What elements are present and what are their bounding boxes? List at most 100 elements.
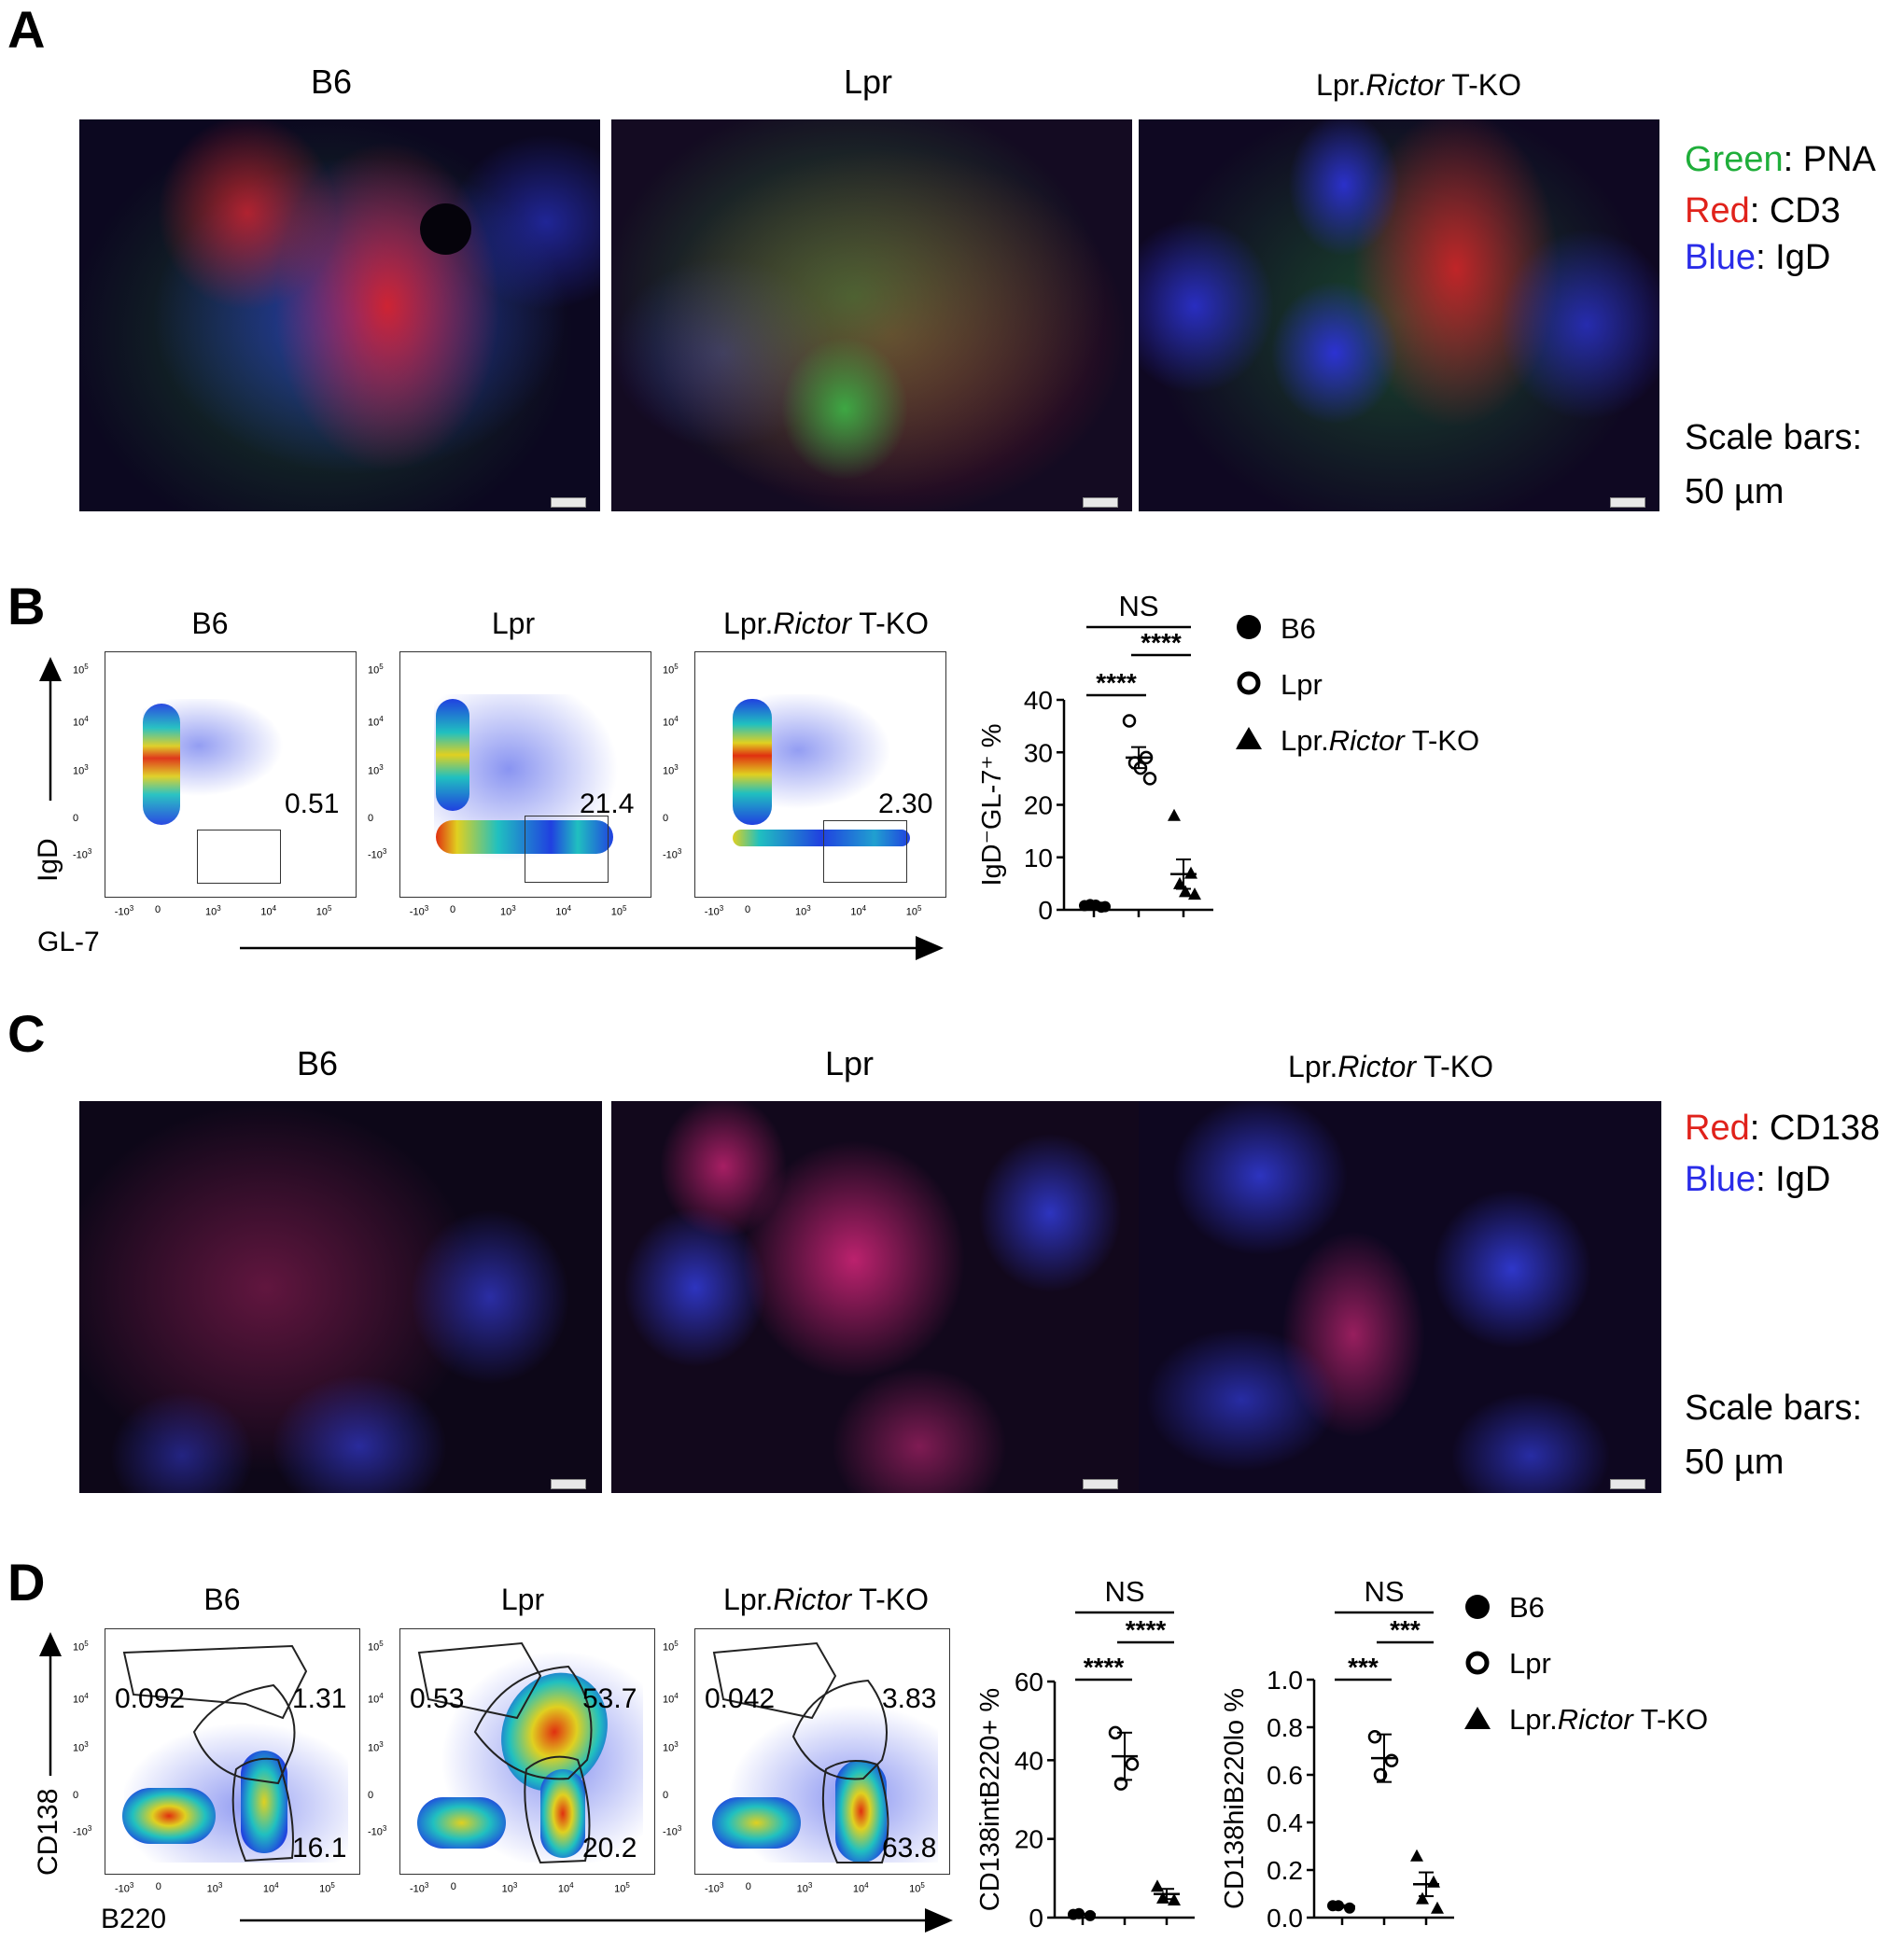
title-prefix: Lpr. [723, 607, 774, 640]
flow-plot-b-rictor: 2.30 [694, 651, 946, 898]
title-suffix: T-KO [1415, 1050, 1493, 1083]
flow-tick-x: 0 [450, 904, 456, 915]
gate-value: 21.4 [580, 789, 635, 819]
flow-tick-x: 0 [745, 1881, 751, 1892]
tick-exp: 5 [625, 1881, 630, 1890]
gate-value-top-right: 1.31 [292, 1683, 347, 1714]
legend-b6-marker [1465, 1595, 1490, 1619]
panel-b-title-rictor: Lpr.Rictor T-KO [686, 608, 966, 638]
flow-tick-y: 103 [73, 1740, 89, 1755]
flow-tick-x: 105 [905, 904, 922, 918]
flow-tick-x: -103 [704, 1881, 724, 1895]
y-tick-label: 0.0 [1267, 1904, 1303, 1933]
y-tick-label: 20 [1015, 1825, 1043, 1854]
micrograph-c-rictor [1139, 1101, 1661, 1493]
flow-tick-x: 103 [796, 1881, 813, 1895]
significance-label: NS [1104, 1575, 1144, 1608]
legend-rest: : CD138 [1749, 1109, 1881, 1148]
tick-exp: 4 [861, 904, 867, 913]
panel-c-title-b6: B6 [296, 1044, 339, 1082]
legend-a-green: Green: PNA [1685, 142, 1876, 177]
title-suffix: T-KO [1443, 68, 1521, 102]
flow-tick-y: -103 [73, 1824, 92, 1838]
title-prefix: Lpr. [1281, 724, 1329, 757]
tick-exp: 4 [274, 1881, 279, 1890]
legend-lpr-marker [1465, 1651, 1490, 1675]
tick-exp: 4 [379, 1691, 384, 1700]
tick-exp: 3 [87, 847, 92, 857]
flow-tick-y: -103 [73, 847, 92, 861]
flow-tick-x: 104 [852, 1881, 869, 1895]
panel-d-title-rictor: Lpr.Rictor T-KO [686, 1584, 966, 1614]
flow-tick-y: 0 [368, 813, 374, 825]
panel-a-title-lpr: Lpr [843, 63, 893, 101]
scale-label-c: Scale bars: [1685, 1389, 1863, 1428]
tick-exp: 4 [272, 904, 277, 913]
panel-c-letter: C [7, 1004, 46, 1063]
flow-tick-y: 104 [73, 714, 89, 729]
flow-tick-y: 104 [368, 1691, 384, 1706]
gate-value-bottom-right: 16.1 [292, 1833, 347, 1863]
data-point-rictor [1410, 1849, 1423, 1862]
data-point-rictor [1168, 808, 1181, 821]
legend-d-b6: B6 [1509, 1591, 1545, 1624]
dot-plot-d1: 0 20 40 60 CD138intB220+ % ******** NS [975, 1575, 1195, 1933]
title-gene: Rictor [1337, 1050, 1416, 1083]
tick-exp: 4 [84, 1691, 89, 1700]
micrograph-a-b6 [79, 119, 600, 511]
tick-exp: 3 [719, 904, 724, 913]
legend-word: Green [1685, 140, 1784, 179]
flow-tick-y: -103 [663, 847, 682, 861]
data-point-lpr [1122, 714, 1137, 728]
gate-value-bottom-right: 63.8 [882, 1833, 937, 1863]
flow-tick-x: 103 [500, 904, 516, 918]
flow-plot-d-lpr: 0.53 53.7 20.2 [399, 1628, 655, 1875]
data-point-rictor [1151, 1879, 1164, 1892]
gate-value-top-left: 0.092 [115, 1683, 186, 1714]
micrograph-c-lpr [611, 1101, 1162, 1493]
tick-exp: 3 [87, 1824, 92, 1834]
flow-tick-x: 0 [155, 1881, 161, 1892]
title-prefix: Lpr. [1316, 68, 1366, 102]
gate-value-bottom-right: 20.2 [582, 1833, 637, 1863]
y-tick-label: 40 [1015, 1746, 1043, 1775]
flow-tick-y: 103 [368, 1740, 384, 1755]
data-point-lpr [1113, 1777, 1128, 1791]
flow-tick-x: -103 [704, 904, 724, 918]
gate-box [823, 820, 907, 883]
gate-polygons [122, 1644, 308, 1863]
panel-a-letter: A [7, 0, 46, 59]
tick-exp: 5 [920, 1881, 925, 1890]
y-tick-label: 0.6 [1267, 1761, 1303, 1790]
y-tick-label: 0.8 [1267, 1713, 1303, 1742]
legend-word: Red [1685, 1109, 1750, 1148]
significance-label: NS [1118, 590, 1158, 622]
data-point-rictor [1416, 1891, 1429, 1905]
flow-plot-b-b6: 0.51 [105, 651, 357, 898]
tick-exp: 3 [84, 1740, 89, 1750]
legend-rest: : IgD [1756, 1160, 1831, 1199]
significance-label: **** [1141, 628, 1182, 657]
flow-tick-x: 104 [260, 904, 277, 918]
y-tick-label: 0 [1038, 896, 1053, 925]
flow-plot-d-b6: 0.092 1.31 16.1 [105, 1628, 360, 1875]
y-tick-label: 1.0 [1267, 1666, 1303, 1695]
y-axis-label-d: CD138 [33, 1788, 63, 1876]
title-gene: Rictor [1365, 68, 1444, 102]
tick-exp: 3 [677, 847, 682, 857]
tick-exp: 3 [382, 1824, 387, 1834]
panel-b-title-b6: B6 [191, 607, 229, 640]
title-prefix: Lpr. [1509, 1703, 1558, 1736]
legend-rest: : CD3 [1749, 191, 1841, 230]
flow-plot-d-rictor: 0.042 3.83 63.8 [694, 1628, 950, 1875]
tick-exp: 5 [674, 1640, 679, 1649]
y-axis-title: CD138intB220+ % [975, 1688, 1005, 1911]
dot-plot-d2: 0.0 0.2 0.4 0.6 0.8 1.0 CD138hiB220lo % *** *** N… [1220, 1575, 1454, 1933]
panel-b-title-lpr: Lpr [491, 607, 536, 640]
significance-label: NS [1364, 1575, 1404, 1608]
title-gene: Rictor [1328, 724, 1405, 757]
y-tick-label: 40 [1024, 686, 1053, 715]
title-suffix: T-KO [850, 607, 929, 640]
legend-rictor-marker [1236, 727, 1262, 749]
flow-tick-y: 105 [73, 663, 89, 677]
